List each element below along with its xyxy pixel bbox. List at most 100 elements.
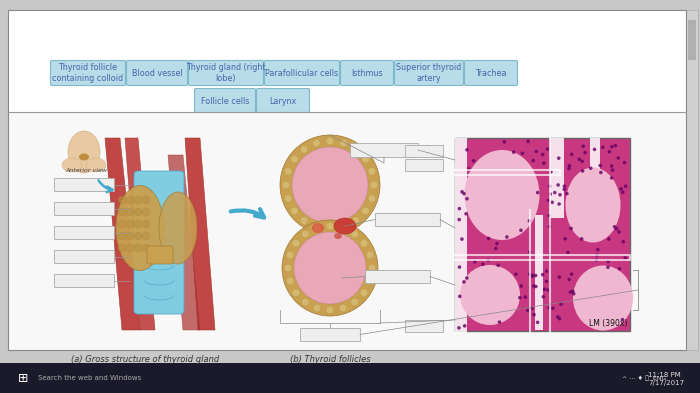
Bar [405,145,443,157]
FancyBboxPatch shape [395,61,463,86]
Circle shape [624,184,627,188]
Circle shape [294,232,366,304]
Circle shape [557,156,561,160]
Polygon shape [185,138,215,330]
Bar [550,138,564,218]
FancyBboxPatch shape [256,88,309,114]
Circle shape [542,162,546,165]
Text: ^ ⋯ ♦ 🔊  ENG: ^ ⋯ ♦ 🔊 ENG [622,375,666,381]
Circle shape [142,244,150,252]
Circle shape [535,150,538,153]
Circle shape [465,148,469,152]
FancyBboxPatch shape [265,61,340,86]
FancyBboxPatch shape [147,246,173,264]
Circle shape [142,208,150,216]
Circle shape [340,304,346,312]
Circle shape [292,147,368,223]
Circle shape [571,290,575,293]
Circle shape [617,230,621,234]
Text: Parafollicular cells: Parafollicular cells [265,68,339,77]
Polygon shape [125,138,155,330]
Circle shape [313,304,321,312]
Circle shape [284,195,292,202]
Bar [375,213,440,226]
Text: LM (390x): LM (390x) [589,319,627,328]
Circle shape [531,274,534,278]
Bar [365,270,430,283]
Circle shape [568,290,572,294]
Text: (a) Gross structure of thyroid gland: (a) Gross structure of thyroid gland [71,355,219,364]
Bar [54,250,114,263]
Circle shape [464,212,468,216]
Circle shape [503,140,506,143]
Circle shape [528,219,531,222]
Bar [54,274,114,287]
Ellipse shape [159,192,197,264]
Circle shape [326,137,334,145]
Circle shape [542,287,547,291]
Text: Thyroid gland (right
lobe): Thyroid gland (right lobe) [186,63,266,83]
Polygon shape [168,155,200,330]
Bar [8,10,686,112]
Circle shape [578,158,581,161]
Circle shape [126,244,134,252]
Circle shape [505,235,509,239]
Circle shape [528,272,531,276]
Circle shape [556,315,559,319]
Circle shape [118,220,126,228]
Circle shape [621,191,624,194]
Circle shape [563,184,566,188]
Circle shape [290,207,298,215]
Circle shape [118,196,126,204]
Circle shape [126,232,134,240]
Circle shape [557,202,561,206]
Circle shape [126,196,134,204]
Circle shape [302,298,309,306]
Circle shape [360,289,368,296]
Text: ⊞: ⊞ [18,371,29,384]
Circle shape [596,248,600,252]
Circle shape [457,218,461,221]
Circle shape [593,147,596,151]
Bar [455,138,467,333]
Circle shape [623,161,626,164]
Circle shape [545,279,548,283]
Circle shape [368,167,376,175]
Circle shape [624,256,627,260]
Circle shape [370,181,378,189]
Circle shape [582,145,585,148]
Circle shape [547,253,552,257]
Bar [54,202,114,215]
Bar [300,328,360,341]
Circle shape [583,151,587,154]
Bar [455,138,630,331]
Circle shape [142,196,150,204]
Circle shape [519,284,523,288]
Circle shape [601,145,605,149]
Circle shape [620,187,623,191]
Circle shape [496,263,500,267]
Circle shape [458,294,461,298]
Circle shape [351,298,358,306]
Bar [405,159,443,171]
Circle shape [286,251,294,259]
Circle shape [290,155,298,163]
Circle shape [531,274,534,277]
Circle shape [610,168,615,172]
Circle shape [563,187,566,191]
Circle shape [366,251,374,259]
Circle shape [313,224,321,232]
Circle shape [546,288,550,292]
Circle shape [567,278,571,281]
FancyBboxPatch shape [127,61,188,86]
Circle shape [487,237,491,240]
Bar [350,143,418,157]
Circle shape [541,273,545,277]
Circle shape [142,220,150,228]
Circle shape [340,223,347,231]
Circle shape [612,225,617,229]
Circle shape [463,324,466,328]
Circle shape [610,145,614,149]
Circle shape [526,309,530,312]
Circle shape [549,170,553,174]
